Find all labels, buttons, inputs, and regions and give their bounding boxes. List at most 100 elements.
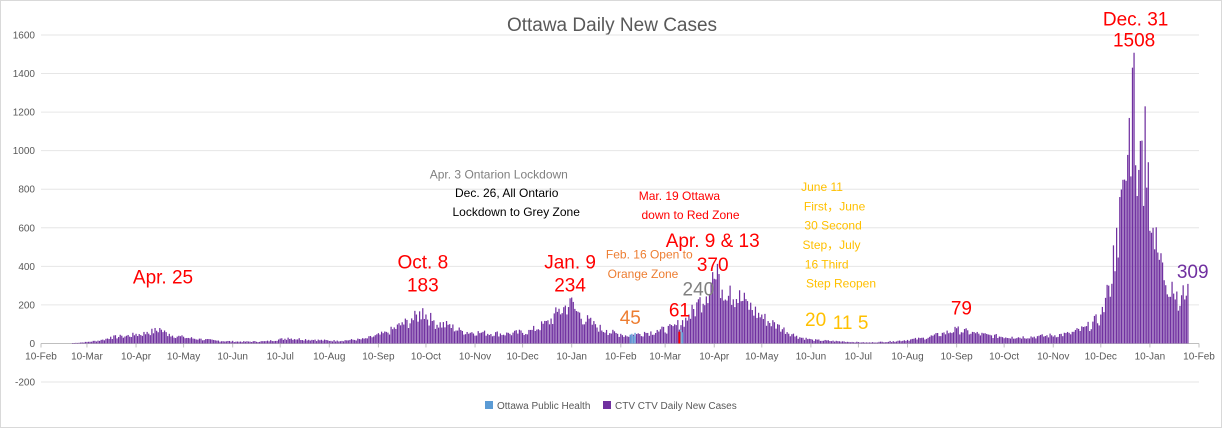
legend: Ottawa Public Health CTV CTV Daily New Ca… [485, 401, 737, 412]
ctv-bar [1128, 117, 1130, 344]
ctv-bar [217, 340, 220, 344]
ctv-bar [225, 341, 227, 344]
x-tick-label: 10-Jan [1135, 351, 1166, 362]
ctv-bar [1014, 338, 1016, 344]
ctv-bar [848, 341, 850, 344]
ctv-bar [198, 338, 201, 344]
ctv-bar [1063, 332, 1065, 344]
ctv-bar [247, 341, 250, 344]
ctv-bar [512, 332, 514, 344]
ctv-bar [388, 334, 391, 344]
ctv-bar [656, 329, 658, 344]
ctv-bar [406, 319, 408, 344]
ctv-bar [1090, 329, 1092, 344]
ctv-bar [1019, 337, 1021, 344]
ctv-bar [620, 333, 622, 344]
ctv-bar [1008, 338, 1010, 344]
ctv-bar [596, 327, 598, 344]
ctv-bar [829, 341, 831, 344]
ctv-bar [883, 342, 885, 344]
ctv-bar [602, 331, 604, 344]
ctv-bar [354, 339, 356, 344]
ctv-bar [100, 339, 102, 344]
ctv-bar [327, 340, 329, 344]
ctv-bar [1052, 336, 1054, 344]
ctv-bar [757, 312, 760, 344]
ctv-bar [306, 340, 308, 344]
ctv-bars [72, 52, 1189, 344]
legend-label-oph: Ottawa Public Health [497, 401, 590, 412]
ctv-bar [1100, 314, 1102, 344]
ctv-bar [990, 335, 993, 344]
ctv-bar [590, 317, 592, 344]
ctv-bar [667, 325, 669, 344]
ctv-bar [689, 318, 692, 344]
ctv-bar [967, 330, 969, 344]
ctv-bar [209, 339, 212, 344]
ctv-bar [127, 334, 129, 344]
ctv-bar [239, 341, 242, 344]
ctv-bar [148, 333, 150, 344]
annotation-13: 370 [697, 255, 729, 276]
ctv-bar [213, 339, 215, 344]
ctv-bar [834, 341, 836, 344]
ctv-bar [255, 341, 258, 344]
ctv-bar [648, 335, 650, 344]
ctv-bar [1182, 285, 1184, 344]
ctv-bar [986, 333, 988, 344]
ctv-bar [422, 308, 424, 344]
ctv-bar [962, 332, 964, 344]
ctv-bar [849, 342, 852, 344]
ctv-bar [821, 340, 823, 344]
ctv-bar [748, 309, 750, 344]
ctv-bar [529, 329, 532, 344]
ctv-bar [613, 331, 616, 344]
ctv-bar [262, 341, 264, 344]
ctv-bar [875, 342, 877, 344]
ctv-bar [154, 327, 156, 344]
ctv-bar [341, 340, 343, 344]
ctv-bar [263, 341, 265, 344]
ctv-bar [360, 339, 362, 344]
ctv-bar [322, 340, 324, 344]
ctv-bar [518, 329, 521, 344]
ctv-bar [819, 340, 822, 344]
ctv-bar [860, 342, 863, 344]
ctv-bar [1087, 321, 1089, 344]
ctv-bar [941, 332, 943, 344]
ctv-bar [205, 339, 207, 344]
ctv-bar [688, 314, 690, 344]
ctv-bar [156, 330, 158, 344]
ctv-bar [168, 333, 170, 344]
ctv-bar [173, 337, 175, 344]
ctv-bar [487, 333, 489, 344]
ctv-bar [300, 340, 302, 344]
ctv-bar [517, 333, 519, 344]
ctv-bar [767, 321, 769, 344]
ctv-bar [822, 340, 825, 344]
ctv-bar [220, 341, 223, 344]
ctv-bar [805, 337, 807, 344]
ctv-bar [569, 298, 571, 344]
ctv-bar [604, 332, 606, 344]
ctv-bar [433, 320, 435, 344]
ctv-bar [499, 333, 502, 344]
ctv-bar [1147, 162, 1149, 344]
x-tick-label: 10-Jul [267, 351, 294, 362]
ctv-bar [251, 342, 253, 344]
ctv-bar [515, 330, 517, 344]
ctv-bar [566, 314, 568, 344]
ctv-bar [1017, 337, 1020, 344]
ctv-bar [452, 324, 454, 344]
ctv-bar [987, 334, 989, 344]
ctv-bar [132, 332, 134, 344]
ctv-bar [91, 341, 93, 344]
ctv-bar [1071, 331, 1073, 344]
ctv-bar [1166, 294, 1168, 344]
ctv-bar [493, 335, 495, 344]
ctv-bar [653, 334, 655, 344]
ctv-bar [553, 313, 555, 344]
ctv-bar [1000, 336, 1002, 344]
ctv-bar [742, 300, 744, 344]
ctv-bar [86, 341, 88, 344]
